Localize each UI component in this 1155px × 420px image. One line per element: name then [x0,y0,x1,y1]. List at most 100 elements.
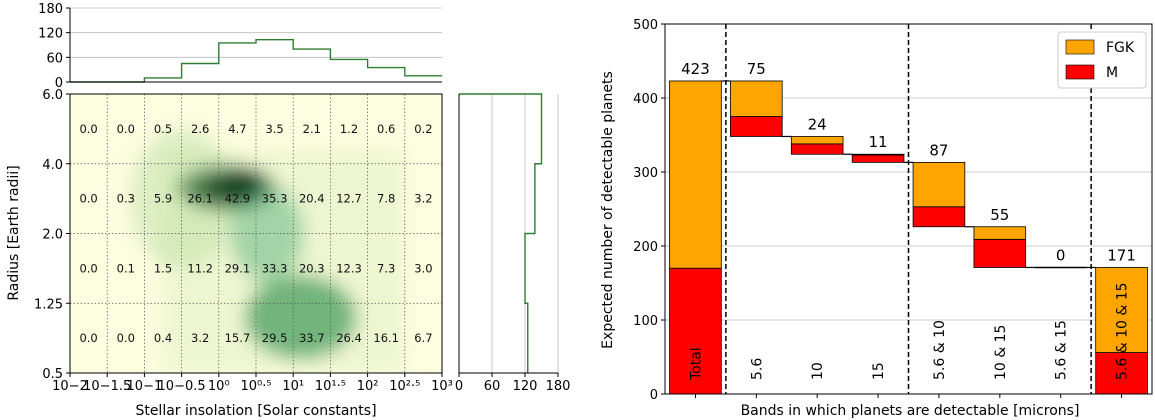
x-tick-label: 10¹ [282,379,304,394]
waterfall-ytick-label: 0 [650,388,658,403]
bar-fgk-segment [973,226,1027,240]
legend-label-m: M [1106,65,1118,81]
bar-m-segment [1095,352,1148,395]
y-tick-label: 6.0 [42,88,63,103]
waterfall-ytick-label: 400 [633,92,658,107]
legend-swatch-fgk [1065,39,1095,55]
cell-value: 0.2 [414,122,432,136]
bar-fgk-segment [669,80,722,269]
cell-value: 20.4 [299,192,325,206]
top-hist-steps [70,38,442,83]
cell-value: 3.5 [265,122,283,136]
top-hist-ytick-label: 60 [46,51,63,66]
bar-total-label: 87 [929,141,948,159]
cell-value: 12.3 [336,261,362,275]
bar-m-segment [851,154,905,163]
cell-value: 4.7 [228,122,246,136]
waterfall-ytick-label: 200 [633,240,658,255]
density-core [200,175,260,201]
y-tick-label: 1.25 [34,297,63,312]
x-tick-label: 10³ [431,379,453,394]
waterfall-frame [664,23,1153,395]
y-tick-label: 0.5 [42,367,63,382]
waterfall-chart: 0 100 200 300 400 500 423 Total 75 5.6 24 10 11 15 87 5… [633,18,1153,403]
bar-total-label: 24 [808,115,827,133]
cell-value: 0.1 [117,261,135,275]
bar-m-segment [973,238,1027,268]
x-tick-label: 10²·⁵ [389,379,420,394]
bar-m-segment [730,116,783,137]
x-tick-label: 10² [357,379,379,394]
x-tick-label: 10−1.5 [83,379,131,394]
cell-value: 29.5 [262,331,288,345]
right-histogram: 0 60 120 180 [455,93,571,394]
cell-value: 26.4 [336,331,362,345]
bar-fgk-segment [790,136,844,145]
bar-band-label: 10 [810,362,826,380]
cell-value: 1.2 [340,122,358,136]
cell-value: 33.3 [262,261,288,275]
cell-value: 0.0 [79,192,97,206]
cell-value: 2.1 [303,122,321,136]
right-hist-xtick-label: 60 [484,379,501,394]
cell-value: 3.2 [414,192,432,206]
cell-value: 5.9 [154,192,172,206]
cell-value: 0.0 [79,331,97,345]
cell-value: 20.3 [299,261,325,275]
x-tick-label: 10−0.5 [158,379,206,394]
waterfall-ytick-label: 500 [633,18,658,33]
bar-total-label: 75 [747,60,766,78]
waterfall-ytick-label: 300 [633,166,658,181]
cell-value: 3.0 [414,261,432,275]
bar-band-label: 5.6 & 10 [932,320,948,380]
cell-value: 0.3 [117,192,135,206]
cell-value: 0.6 [377,122,395,136]
cell-value: 7.8 [377,192,395,206]
bar-total-label: 0 [1056,246,1066,264]
top-histogram: 0 60 120 180 [38,2,442,91]
heatmap-panel: 0.0 0.0 0.5 2.6 4.7 3.5 2.1 1.2 0.6 0.2 0.0 0.3 5.9 2… [34,88,453,394]
cell-value: 0.0 [79,122,97,136]
right-hist-xtick-label: 120 [513,379,538,394]
cell-value: 35.3 [262,192,288,206]
heatmap-ylabel: Radius [Earth radii] [6,165,22,300]
cell-value: 12.7 [336,192,362,206]
bar-fgk-segment [912,161,966,208]
cell-value: 3.2 [191,331,209,345]
x-tick-label: 10⁰ [208,379,230,394]
bar-m-segment [912,206,966,228]
bar-band-label: 10 & 15 [993,325,1009,380]
bar-band-label: 5.6 & 15 [1054,320,1070,380]
top-hist-ytick-label: 180 [38,2,63,17]
waterfall-ytick-label: 100 [633,314,658,329]
cell-value: 11.2 [187,261,213,275]
cell-value: 26.1 [187,192,213,206]
legend-label-fgk: FGK [1106,40,1135,56]
bar-band-label: 15 [871,362,887,380]
bar-band-label: Total [688,347,704,381]
cell-value: 0.4 [154,331,172,345]
x-tick-label: 10⁰·⁵ [240,379,271,394]
top-hist-ytick-label: 0 [55,76,63,91]
cell-value: 0.0 [117,122,135,136]
bar-band-label: 5.6 [749,358,765,380]
x-tick-label: 10−2 [52,379,88,394]
bar-fgk-segment [1095,267,1148,353]
cell-value: 16.1 [373,331,399,345]
y-tick-label: 4.0 [42,158,63,173]
waterfall-xlabel: Bands in which planets are detectable [m… [741,403,1080,419]
right-hist-xtick-label: 180 [546,379,571,394]
cell-value: 42.9 [225,192,251,206]
density-blob [244,275,357,360]
right-hist-xtick-label: 0 [455,379,463,394]
x-tick-label: 10¹·⁵ [315,379,346,394]
bar-total-label: 55 [990,206,1009,224]
cell-value: 0.5 [154,122,172,136]
x-tick-label: 10−1 [127,379,163,394]
legend: FGK M [1057,31,1147,89]
bar-m-segment [669,267,722,395]
right-hist-steps [459,93,543,373]
cell-value: 2.6 [191,122,209,136]
cell-value: 6.7 [414,331,432,345]
